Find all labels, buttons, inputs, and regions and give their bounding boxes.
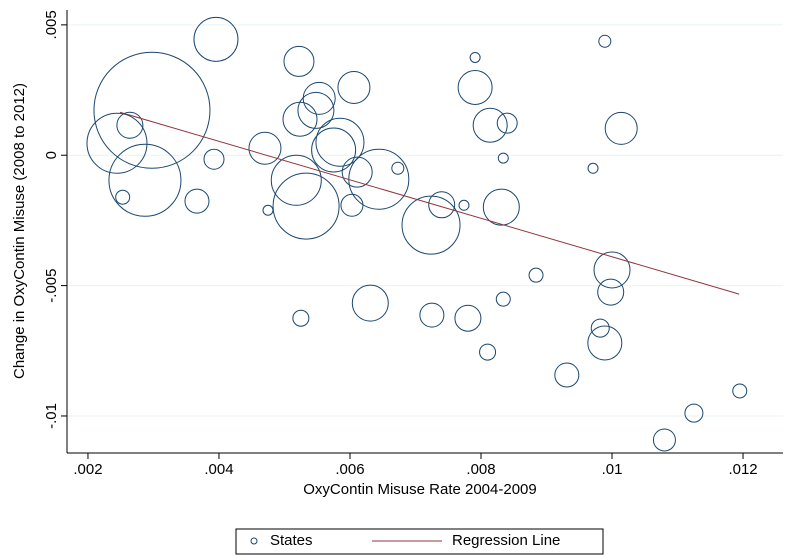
bubble xyxy=(419,302,445,328)
legend-label: Regression Line xyxy=(452,532,560,549)
bubble xyxy=(528,267,544,283)
x-tick-label: .006 xyxy=(335,461,364,478)
bubble xyxy=(495,291,511,307)
bubble xyxy=(262,204,274,216)
bubble xyxy=(652,428,676,452)
bubble xyxy=(587,162,599,174)
bubble xyxy=(428,191,456,219)
bubble xyxy=(270,154,322,206)
bubble xyxy=(302,81,336,115)
bubble xyxy=(184,188,210,214)
bubble xyxy=(496,112,518,134)
bubble xyxy=(203,148,225,170)
bubble xyxy=(554,362,580,388)
bubble xyxy=(598,34,612,48)
bubble xyxy=(337,70,371,104)
bubble xyxy=(401,195,461,255)
bubble xyxy=(732,383,748,399)
bubble xyxy=(351,284,389,322)
bubble xyxy=(292,309,310,327)
bubble xyxy=(497,152,509,164)
y-tick-label: -.005 xyxy=(43,269,60,303)
bubble xyxy=(272,172,340,240)
x-tick-label: .012 xyxy=(728,461,757,478)
bubble xyxy=(479,343,497,361)
bubble xyxy=(348,148,410,210)
bubble xyxy=(604,111,638,145)
bubble xyxy=(248,131,282,165)
x-tick-label: .004 xyxy=(204,461,233,478)
x-tick-label: .008 xyxy=(466,461,495,478)
legend-label: States xyxy=(270,532,313,549)
legend-marker xyxy=(250,537,258,545)
regression-line xyxy=(119,111,740,295)
bubble xyxy=(684,403,704,423)
bubble xyxy=(457,69,493,105)
bubble xyxy=(311,127,357,173)
bubble xyxy=(587,325,623,361)
bubble xyxy=(116,111,144,139)
bubble xyxy=(315,117,365,167)
bubble xyxy=(469,51,481,63)
bubble xyxy=(458,199,470,211)
y-tick-label: .005 xyxy=(43,10,60,39)
x-tick-label: .01 xyxy=(602,461,623,478)
y-tick-label: 0 xyxy=(43,151,60,159)
bubble xyxy=(108,143,182,217)
bubble xyxy=(341,156,373,188)
bubble xyxy=(597,278,625,306)
x-tick-label: .002 xyxy=(73,461,102,478)
bubble xyxy=(454,304,482,332)
x-axis-title: OxyContin Misuse Rate 2004-2009 xyxy=(303,481,536,498)
bubble xyxy=(93,51,211,169)
bubble xyxy=(86,112,148,174)
bubble xyxy=(193,16,239,62)
y-tick-label: -.01 xyxy=(43,403,60,429)
bubble xyxy=(590,318,610,338)
bubble xyxy=(391,161,405,175)
bubble xyxy=(593,251,631,289)
bubble xyxy=(340,193,364,217)
y-axis-title: Change in OxyContin Misuse (2008 to 2012… xyxy=(11,83,28,379)
bubble xyxy=(482,188,520,226)
bubble xyxy=(283,45,315,77)
bubble xyxy=(472,107,508,143)
bubble xyxy=(297,91,335,129)
bubble xyxy=(115,189,131,205)
